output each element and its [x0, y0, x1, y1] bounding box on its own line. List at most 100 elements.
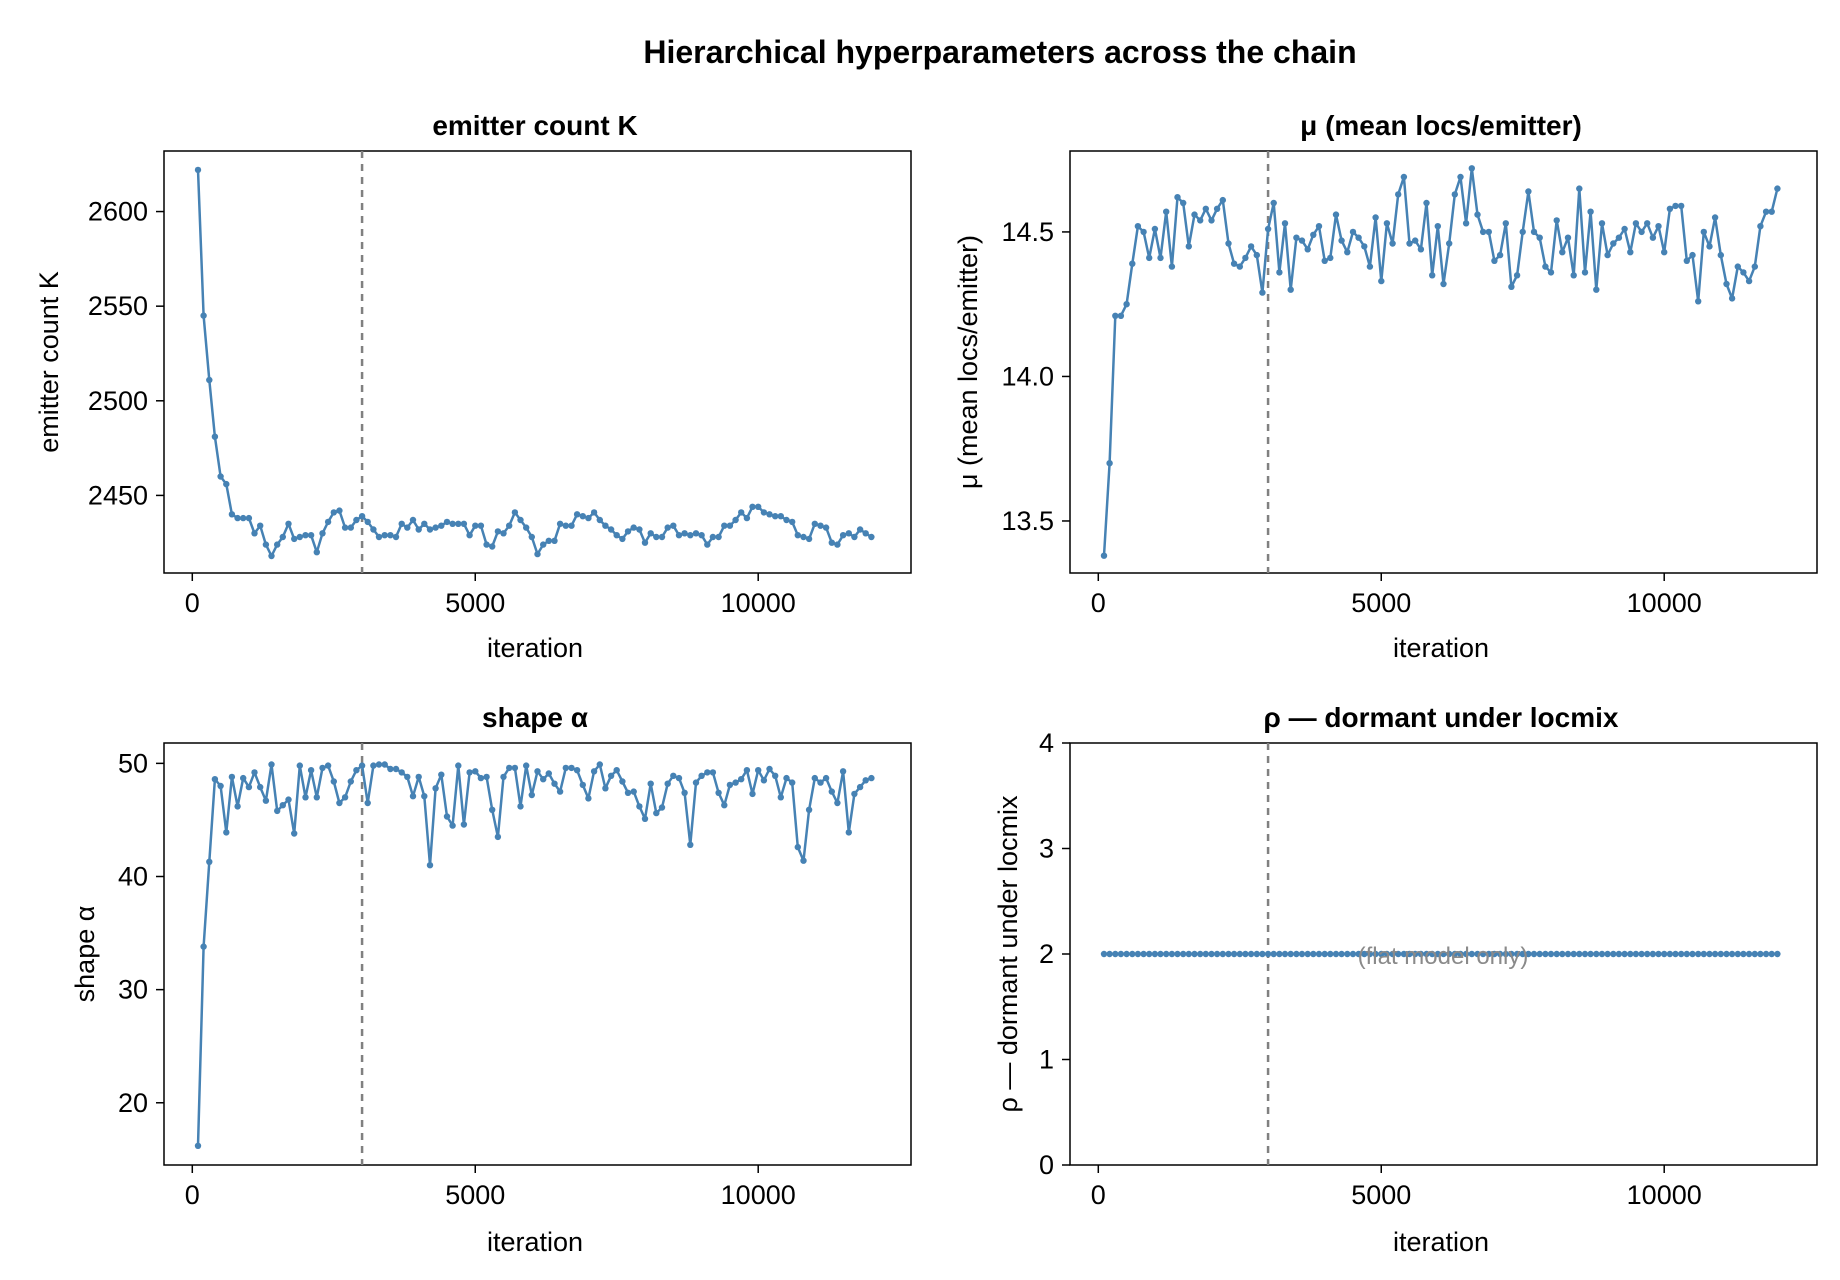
data-point — [743, 514, 751, 522]
data-point — [1100, 552, 1108, 559]
data-point — [721, 522, 728, 529]
data-point — [1689, 950, 1696, 958]
data-point — [687, 841, 694, 848]
data-point — [228, 511, 236, 518]
data-point — [426, 862, 434, 869]
data-point — [1519, 950, 1526, 958]
data-point — [1666, 205, 1674, 212]
data-point — [1242, 254, 1249, 262]
data-point — [517, 516, 524, 524]
data-point — [845, 829, 852, 836]
data-point — [698, 532, 705, 539]
data-point — [528, 791, 535, 799]
data-point — [817, 779, 824, 786]
data-point — [596, 516, 603, 524]
data-point — [302, 794, 309, 801]
data-point — [1711, 950, 1719, 958]
data-point — [432, 524, 439, 531]
data-point — [381, 761, 388, 768]
data-point — [1695, 950, 1702, 958]
data-point — [822, 774, 830, 782]
data-point — [641, 539, 649, 546]
data-point — [1389, 240, 1396, 247]
data-point — [805, 535, 813, 543]
panel-title: ρ — dormant under locmix — [1264, 702, 1619, 733]
data-point — [1412, 237, 1419, 244]
data-point — [1304, 246, 1311, 253]
data-point — [1117, 950, 1125, 958]
panel-title: emitter count K — [432, 110, 637, 141]
data-point — [1157, 254, 1164, 262]
data-point — [1672, 950, 1679, 958]
data-point — [313, 794, 320, 801]
y-tick-label: 13.5 — [1001, 506, 1054, 536]
data-point — [562, 764, 569, 772]
data-point — [291, 535, 298, 543]
data-point — [257, 783, 264, 791]
data-point — [1661, 950, 1668, 958]
data-point — [1615, 950, 1623, 958]
data-point — [1112, 312, 1119, 319]
data-point — [438, 522, 445, 529]
data-point — [1723, 280, 1730, 288]
data-point — [619, 778, 626, 785]
data-point — [732, 516, 739, 524]
data-point — [251, 530, 258, 537]
data-point — [398, 520, 405, 527]
data-point — [1281, 950, 1289, 958]
data-point — [347, 524, 354, 531]
data-point — [1644, 950, 1651, 958]
data-point — [1355, 234, 1362, 241]
data-point — [556, 520, 564, 527]
data-point — [749, 790, 756, 798]
data-point — [449, 520, 456, 527]
data-point — [681, 789, 688, 796]
data-point — [1395, 191, 1402, 198]
panel-title: μ (mean locs/emitter) — [1300, 110, 1582, 141]
data-point — [387, 532, 394, 539]
data-point — [1683, 257, 1691, 264]
data-point — [1327, 254, 1334, 262]
data-point — [1689, 251, 1696, 259]
data-point — [1553, 217, 1560, 224]
data-point — [1768, 950, 1775, 958]
data-point — [1304, 950, 1311, 958]
data-point — [1276, 950, 1283, 958]
y-tick-label: 14.5 — [1001, 217, 1054, 247]
data-point — [392, 533, 400, 541]
data-point — [1508, 283, 1515, 290]
data-point — [1711, 214, 1719, 221]
data-point — [245, 783, 253, 791]
data-point — [1485, 950, 1493, 958]
data-point — [1378, 950, 1385, 958]
data-point — [1197, 950, 1204, 958]
data-point — [698, 772, 705, 779]
data-point — [1366, 263, 1374, 270]
data-point — [223, 829, 230, 836]
data-point — [636, 803, 643, 810]
data-point — [687, 532, 694, 539]
data-point — [1168, 950, 1176, 958]
data-point — [1230, 260, 1238, 267]
data-point — [1525, 188, 1532, 195]
data-point — [330, 509, 337, 516]
data-point — [1225, 240, 1232, 247]
data-point — [1581, 269, 1589, 276]
data-point — [1451, 191, 1459, 198]
data-point — [1180, 199, 1187, 207]
data-point — [562, 522, 569, 529]
data-point — [1180, 950, 1187, 958]
data-point — [296, 533, 303, 541]
data-point — [1406, 950, 1413, 958]
data-point — [834, 799, 841, 807]
data-point — [789, 518, 796, 526]
data-point — [743, 767, 751, 774]
data-point — [1361, 243, 1368, 250]
data-point — [1700, 228, 1708, 236]
data-point — [738, 776, 745, 783]
data-point — [251, 769, 258, 776]
data-point — [630, 524, 637, 531]
data-point — [307, 532, 315, 539]
y-tick-label: 20 — [118, 1088, 148, 1118]
